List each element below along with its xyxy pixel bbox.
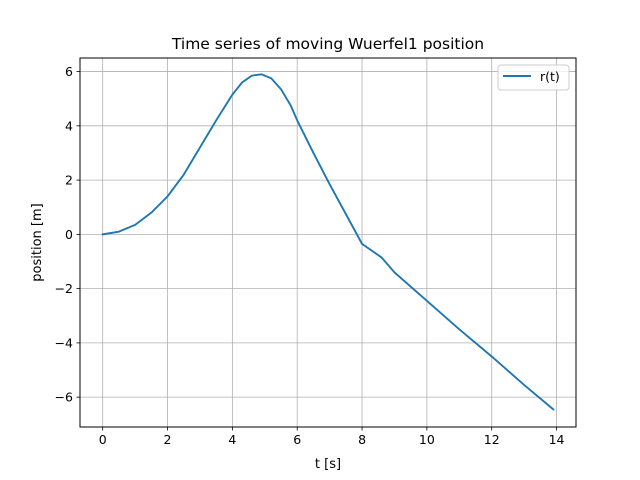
x-tick-label: 12 — [484, 432, 500, 447]
chart-title: Time series of moving Wuerfel1 position — [171, 35, 484, 53]
series-line — [101, 73, 555, 411]
x-tick-label: 6 — [293, 432, 301, 447]
y-tick-label: 0 — [65, 227, 73, 242]
y-tick-label: 2 — [65, 173, 73, 188]
y-tick-label: 6 — [65, 64, 73, 79]
legend-box — [497, 64, 570, 91]
y-tick-label: −4 — [55, 335, 73, 350]
x-tick-label: 14 — [549, 432, 565, 447]
plot-frame — [79, 57, 577, 428]
x-tick-label: 0 — [99, 432, 107, 447]
grid — [80, 58, 576, 427]
x-tick-label: 2 — [164, 432, 172, 447]
series-layer — [101, 73, 555, 411]
x-tick-label: 4 — [228, 432, 236, 447]
y-tick-label: −2 — [55, 281, 73, 296]
x-tick-label: 10 — [419, 432, 435, 447]
y-axis-label: position [m] — [30, 203, 45, 281]
y-tick-label: −6 — [55, 390, 73, 405]
x-tick-label: 8 — [358, 432, 366, 447]
legend: r(t) — [497, 64, 570, 91]
x-axis-label: t [s] — [315, 457, 341, 472]
legend-label: r(t) — [540, 69, 560, 84]
y-tick-label: 4 — [65, 118, 73, 133]
ticks: 0 2 4 6 8 10 12 14 −6 −4 −2 0 2 4 6 — [55, 64, 565, 447]
